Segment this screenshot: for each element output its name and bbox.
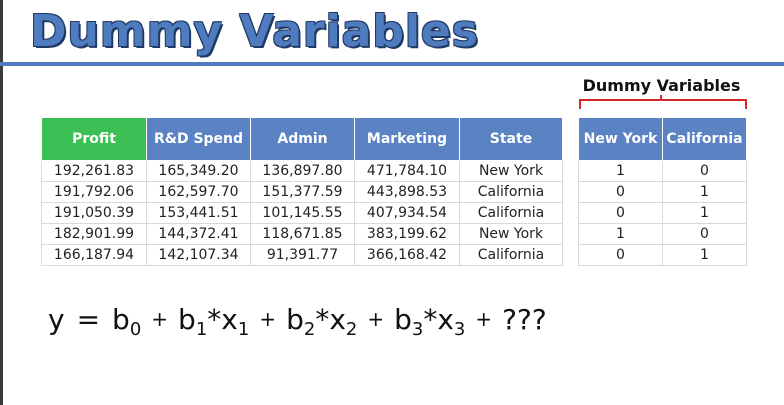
table-cell: 1 — [662, 244, 747, 266]
header-state: State — [459, 117, 563, 161]
table-cell: 366,168.42 — [354, 244, 460, 266]
eq-x1: *x — [207, 303, 238, 336]
eq-b1-sub: 1 — [195, 319, 208, 340]
table-cell: 383,199.62 — [354, 223, 460, 245]
eq-b2: b — [286, 303, 304, 336]
eq-b3-sub: 3 — [411, 319, 424, 340]
data-table: Profit R&D Spend Admin Marketing State 1… — [41, 117, 563, 266]
table-row: 166,187.94 142,107.34 91,391.77 366,168.… — [41, 244, 563, 266]
eq-b0: b — [112, 303, 130, 336]
eq-x1-sub: 1 — [237, 319, 250, 340]
table-row: 1 0 — [578, 160, 747, 182]
table-cell: California — [459, 181, 563, 203]
dummy-variables-label: Dummy Variables — [582, 76, 741, 95]
table-row: 0 1 — [578, 181, 747, 203]
table-cell: 471,784.10 — [354, 160, 460, 182]
table-cell: 166,187.94 — [41, 244, 147, 266]
title-rule — [0, 62, 784, 66]
eq-plus: + — [259, 307, 277, 331]
table-cell: California — [459, 202, 563, 224]
table-row: 0 1 — [578, 244, 747, 266]
eq-b0-sub: 0 — [129, 319, 142, 340]
table-row: 1 0 — [578, 223, 747, 245]
table-cell: New York — [459, 223, 563, 245]
bracket-icon — [579, 99, 747, 109]
table-cell: 162,597.70 — [146, 181, 251, 203]
header-california: California — [662, 117, 747, 161]
table-row: 191,792.06 162,597.70 151,377.59 443,898… — [41, 181, 563, 203]
table-row: 0 1 — [578, 202, 747, 224]
table-cell: 165,349.20 — [146, 160, 251, 182]
table-cell: 1 — [662, 202, 747, 224]
table-cell: 0 — [578, 202, 663, 224]
eq-x2-sub: 2 — [345, 319, 358, 340]
eq-b1: b — [178, 303, 196, 336]
table-cell: New York — [459, 160, 563, 182]
table-cell: 153,441.51 — [146, 202, 251, 224]
table-cell: 144,372.41 — [146, 223, 251, 245]
regression-equation: y = b0 + b1*x1 + b2*x2 + b3*x3 +??? — [48, 303, 547, 340]
table-cell: 1 — [662, 181, 747, 203]
header-admin: Admin — [250, 117, 355, 161]
table-cell: 118,671.85 — [250, 223, 355, 245]
table-cell: 0 — [578, 181, 663, 203]
eq-b3: b — [394, 303, 412, 336]
dummy-variable-table: New York California 1 0 0 1 0 1 1 0 0 1 — [578, 117, 747, 266]
table-cell: 182,901.99 — [41, 223, 147, 245]
eq-x2: *x — [315, 303, 346, 336]
table-cell: 443,898.53 — [354, 181, 460, 203]
table-cell: 191,792.06 — [41, 181, 147, 203]
eq-y: y — [48, 303, 65, 336]
eq-plus: + — [367, 307, 385, 331]
table-cell: 407,934.54 — [354, 202, 460, 224]
table-cell: 151,377.59 — [250, 181, 355, 203]
table-cell: 91,391.77 — [250, 244, 355, 266]
table-row: 182,901.99 144,372.41 118,671.85 383,199… — [41, 223, 563, 245]
header-marketing: Marketing — [354, 117, 460, 161]
table-row: 192,261.83 165,349.20 136,897.80 471,784… — [41, 160, 563, 182]
eq-x3-sub: 3 — [453, 319, 466, 340]
table-cell: 0 — [578, 244, 663, 266]
left-border — [0, 0, 3, 405]
table-cell: 192,261.83 — [41, 160, 147, 182]
table-cell: 0 — [662, 223, 747, 245]
eq-x3: *x — [423, 303, 454, 336]
eq-plus: + — [151, 307, 169, 331]
table-cell: 142,107.34 — [146, 244, 251, 266]
table-cell: 0 — [662, 160, 747, 182]
table-row: 191,050.39 153,441.51 101,145.55 407,934… — [41, 202, 563, 224]
eq-unknown: ??? — [502, 303, 547, 336]
table-cell: 191,050.39 — [41, 202, 147, 224]
slide-title: Dummy Variables — [30, 6, 479, 57]
table-cell: 136,897.80 — [250, 160, 355, 182]
table-cell: 101,145.55 — [250, 202, 355, 224]
header-profit: Profit — [41, 117, 147, 161]
eq-plus: + — [475, 307, 493, 331]
table-cell: 1 — [578, 223, 663, 245]
table-header-row: Profit R&D Spend Admin Marketing State — [41, 117, 563, 161]
header-rd-spend: R&D Spend — [146, 117, 251, 161]
eq-equals: = — [76, 303, 101, 336]
table-cell: 1 — [578, 160, 663, 182]
dummy-header-row: New York California — [578, 117, 747, 161]
header-new-york: New York — [578, 117, 663, 161]
table-cell: California — [459, 244, 563, 266]
eq-b2-sub: 2 — [303, 319, 316, 340]
bracket-tip — [660, 95, 662, 101]
